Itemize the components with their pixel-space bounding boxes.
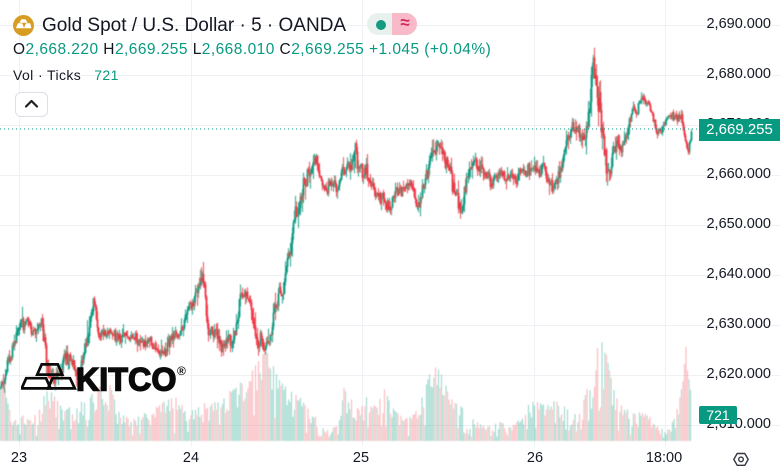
svg-text:KITCO: KITCO	[76, 362, 177, 396]
svg-text:®: ®	[177, 364, 186, 378]
